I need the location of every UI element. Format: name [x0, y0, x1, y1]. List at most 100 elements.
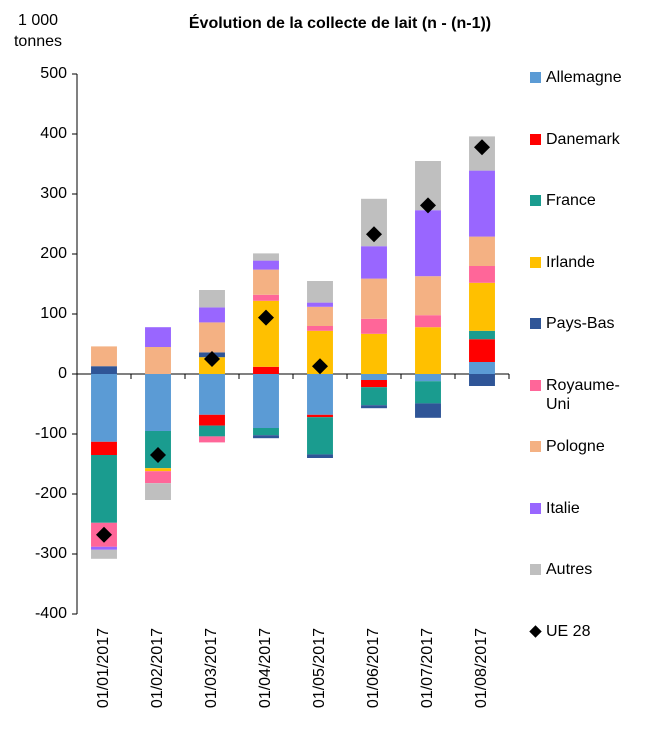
y-tick-label: 300	[40, 185, 67, 202]
bar-segment	[91, 441, 117, 455]
bar-segment	[199, 374, 225, 415]
legend-label: Royaume-Uni	[546, 376, 620, 413]
bar-segment	[199, 425, 225, 437]
bar-segment	[91, 549, 117, 559]
bar-segment	[145, 471, 171, 484]
legend-entry: Autres	[530, 560, 640, 579]
bar-segment	[253, 294, 279, 301]
bar-segment	[199, 307, 225, 323]
legend-entry: Italie	[530, 499, 640, 518]
legend-entry: Danemark	[530, 130, 640, 149]
y-tick-label: -400	[35, 605, 67, 622]
marker	[366, 226, 382, 243]
bar-segment	[415, 276, 441, 316]
bar-segment	[415, 374, 441, 382]
marker	[258, 309, 274, 326]
legend-label: Pays-Bas	[546, 315, 615, 332]
bar-segment	[145, 483, 171, 500]
x-tick-label: 01/08/2017	[473, 628, 490, 708]
bar-segment	[307, 454, 333, 458]
bar-segment	[415, 210, 441, 277]
bar-segment	[145, 327, 171, 347]
x-tick-label: 01/04/2017	[257, 628, 274, 708]
x-tick-label: 01/06/2017	[365, 628, 382, 708]
legend-label: UE 28	[546, 622, 591, 640]
legend-swatch	[530, 195, 541, 206]
legend-swatch	[530, 441, 541, 452]
bar-segment	[307, 326, 333, 331]
bar-segment	[91, 374, 117, 442]
legend-label: Pologne	[546, 438, 605, 455]
bar-segment	[307, 306, 333, 326]
bar-segment	[307, 302, 333, 307]
bar-segment	[199, 414, 225, 426]
legend-swatch	[530, 502, 541, 514]
legend-swatch	[530, 379, 541, 391]
bar-segment	[361, 318, 387, 334]
bar-segment	[199, 290, 225, 308]
bar-segment	[199, 322, 225, 353]
legend-entry: France	[530, 191, 640, 210]
y-tick-label: 0	[58, 365, 67, 382]
bar-segment	[199, 436, 225, 443]
y-label-line: 1 000	[17, 12, 59, 29]
y-tick-label: 400	[40, 125, 67, 142]
legend-entry: Pays-Bas	[530, 314, 640, 333]
bar-segment	[469, 236, 495, 266]
bar-segment	[145, 374, 171, 431]
legend-label: Danemark	[546, 130, 620, 148]
bar-segment	[307, 414, 333, 418]
legend-swatch	[530, 256, 541, 268]
legend-entry: Royaume-Uni	[530, 376, 640, 414]
marker	[150, 447, 166, 463]
legend-label: Autres	[546, 561, 593, 578]
bar-segment	[307, 374, 333, 415]
y-tick-label: -100	[35, 425, 67, 442]
bar-segment	[145, 347, 171, 374]
legend-swatch	[530, 318, 541, 329]
legend-label: France	[546, 192, 596, 209]
x-tick-label: 01/05/2017	[311, 628, 328, 708]
y-tick-label: 200	[40, 245, 67, 262]
x-tick-label: 01/07/2017	[419, 628, 436, 708]
x-tick-label: 01/01/2017	[95, 628, 112, 708]
y-tick-label: -200	[35, 485, 67, 502]
bar-segment	[307, 281, 333, 303]
bar-segment	[469, 330, 495, 340]
y-tick-label: 100	[40, 305, 67, 322]
bar-segment	[361, 278, 387, 319]
bar-segment	[469, 170, 495, 237]
bar-segment	[415, 315, 441, 328]
bar-segment	[469, 362, 495, 374]
bar-segment	[91, 366, 117, 374]
legend-swatch	[530, 564, 541, 575]
legend-label: Irlande	[546, 253, 595, 271]
bar-segment	[361, 380, 387, 388]
bar-segment	[253, 366, 279, 374]
bar-segment	[361, 387, 387, 406]
bar-segment	[91, 455, 117, 523]
chart-title: Évolution de la collecte de lait (n - (n…	[189, 13, 491, 32]
legend-swatch	[529, 624, 542, 638]
bar-segment	[145, 468, 171, 472]
marker	[312, 358, 328, 375]
marker	[204, 351, 220, 367]
bar-segment	[469, 282, 495, 331]
legend-entry: Irlande	[530, 253, 640, 272]
marker	[420, 197, 436, 214]
marker	[474, 139, 490, 156]
legend-swatch	[530, 133, 541, 145]
bar-segment	[361, 374, 387, 380]
legend-label: Allemagne	[546, 69, 622, 86]
bar-segment	[415, 403, 441, 418]
y-axis-label: 1 000 tonnes	[8, 10, 68, 52]
legend-entry: Pologne	[530, 437, 640, 456]
bar-segment	[253, 374, 279, 428]
bar-segment	[91, 346, 117, 367]
bar-segment	[253, 269, 279, 295]
y-tick-label: 500	[40, 65, 67, 82]
bar-segment	[307, 417, 333, 455]
bar-segment	[361, 333, 387, 374]
